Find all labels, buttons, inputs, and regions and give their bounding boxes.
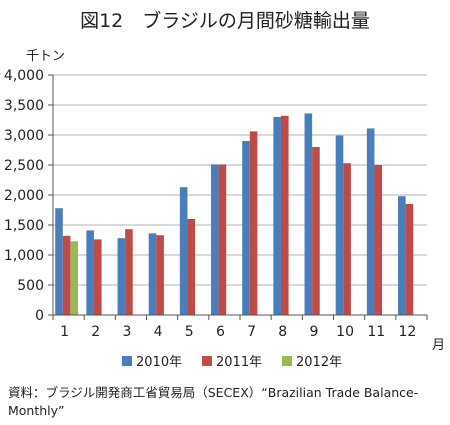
- x-tick-label: 6: [216, 324, 225, 340]
- bar: [93, 239, 102, 315]
- bar: [156, 235, 164, 315]
- bar: [55, 208, 63, 315]
- y-tick-label: 500: [17, 278, 44, 294]
- bar: [125, 229, 133, 315]
- chart-title: 図12 ブラジルの月間砂糖輸出量: [80, 10, 370, 32]
- x-tick-label: 11: [367, 324, 385, 340]
- y-tick-label: 4,000: [4, 68, 44, 84]
- bar: [249, 131, 258, 315]
- bar: [405, 204, 414, 315]
- legend-swatch: [122, 356, 132, 366]
- x-tick-labels: 1 2 3 4 5 6 7 8 9 10 11 12: [60, 324, 416, 340]
- bar: [312, 147, 320, 315]
- bars: [55, 113, 414, 316]
- x-tick-label: 10: [336, 324, 354, 340]
- x-tick-label: 7: [247, 324, 256, 340]
- x-axis-unit: 月: [432, 338, 445, 353]
- legend-swatch: [202, 356, 212, 366]
- x-tick-label: 2: [91, 324, 100, 340]
- bar: [335, 135, 344, 315]
- bar-chart: 千トン 0 500 1,000 1,500 2,000 2,500 3,000 3,500 4,…: [4, 49, 445, 370]
- y-tick-label: 3,000: [4, 128, 44, 144]
- bar: [273, 117, 281, 315]
- legend-swatch: [282, 356, 292, 366]
- y-tick-label: 2,500: [4, 158, 44, 174]
- source-note: 資料：ブラジル開発商工省貿易局（SECEX）“Brazilian Trade B…: [8, 385, 419, 418]
- axes: [48, 74, 428, 320]
- bar: [179, 187, 188, 315]
- bar: [211, 164, 219, 315]
- y-tick-label: 1,500: [4, 218, 44, 234]
- bar: [117, 238, 126, 315]
- y-axis-unit: 千トン: [26, 49, 65, 64]
- legend: 2010年 2011年 2012年: [122, 355, 342, 370]
- x-tick-label: 3: [122, 324, 131, 340]
- bar: [304, 113, 313, 316]
- bar: [343, 163, 351, 315]
- x-tick-label: 5: [185, 324, 194, 340]
- gridlines: [53, 74, 427, 286]
- y-tick-label: 1,000: [4, 248, 44, 264]
- bar: [366, 128, 375, 315]
- legend-label: 2012年: [296, 355, 342, 370]
- y-tick-labels: 0 500 1,000 1,500 2,000 2,500 3,000 3,500 4,000: [4, 68, 44, 324]
- bar: [62, 235, 71, 315]
- x-tick-label: 1: [60, 324, 69, 340]
- bar: [374, 165, 383, 315]
- bar: [280, 115, 289, 315]
- x-tick-label: 9: [309, 324, 318, 340]
- x-tick-label: 12: [399, 324, 417, 340]
- bar: [86, 230, 94, 315]
- legend-label: 2010年: [136, 355, 182, 370]
- y-tick-label: 2,000: [4, 188, 44, 204]
- bar: [398, 196, 406, 315]
- x-tick-label: 8: [278, 324, 287, 340]
- y-tick-label: 0: [35, 308, 44, 324]
- bar: [187, 219, 196, 315]
- legend-label: 2011年: [216, 355, 262, 370]
- bar: [218, 164, 227, 315]
- y-tick-label: 3,500: [4, 98, 44, 114]
- bar: [148, 233, 157, 315]
- bar: [242, 141, 250, 315]
- bar: [70, 241, 78, 315]
- x-tick-label: 4: [154, 324, 163, 340]
